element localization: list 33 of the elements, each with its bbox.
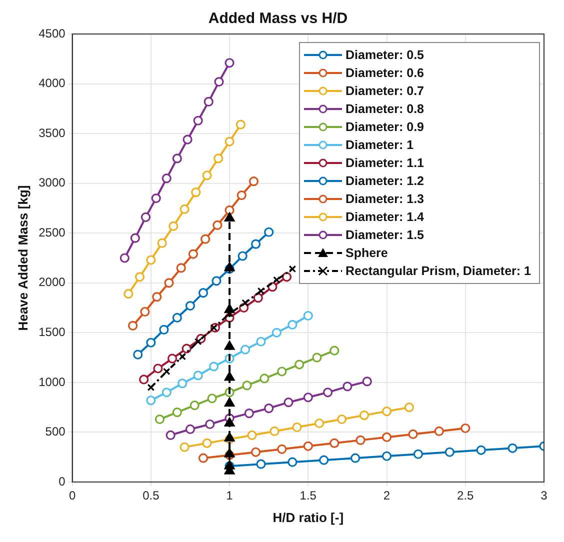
legend-label: Diameter: 0.7 [346,84,424,98]
chart-title: Added Mass vs H/D [208,10,348,28]
legend-label: Diameter: 1.3 [346,192,424,206]
x-tick-label: 1 [226,488,234,503]
legend-label: Diameter: 1.1 [346,156,424,170]
x-tick-label: 0 [68,488,76,503]
y-tick-label: 4500 [38,26,66,40]
legend-label: Diameter: 0.8 [346,102,424,116]
y-tick-label: 1000 [38,374,66,389]
legend-label: Diameter: 1 [346,138,414,152]
y-tick-label: 4000 [38,76,66,90]
legend-label: Rectangular Prism, Diameter: 1 [346,264,531,278]
y-tick-label: 2500 [38,225,66,240]
y-tick-label: 3500 [38,126,66,140]
x-tick-label: 0.5 [142,488,160,503]
x-axis-title: H/D ratio [-] [272,510,344,525]
x-tick-label: 1.5 [300,488,317,503]
x-tick-label: 3 [540,488,548,503]
y-tick-label: 500 [45,424,66,439]
x-tick-label: 2 [383,488,390,503]
legend-label: Diameter: 1.5 [346,228,424,242]
y-tick-label: 2000 [38,275,66,290]
y-tick-label: 0 [58,474,66,488]
legend-label: Sphere [346,246,388,260]
x-tick-label: 2.5 [457,488,474,503]
y-axis-title: Heave Added Mass [kg] [15,185,30,331]
legend-label: Diameter: 0.6 [346,66,424,80]
legend-label: Diameter: 0.9 [346,120,424,134]
y-tick-label: 3000 [38,176,66,190]
legend-label: Diameter: 1.2 [346,174,424,188]
y-tick-label: 1500 [38,324,66,339]
legend-label: Diameter: 0.5 [346,48,424,62]
legend-label: Diameter: 1.4 [346,210,424,224]
